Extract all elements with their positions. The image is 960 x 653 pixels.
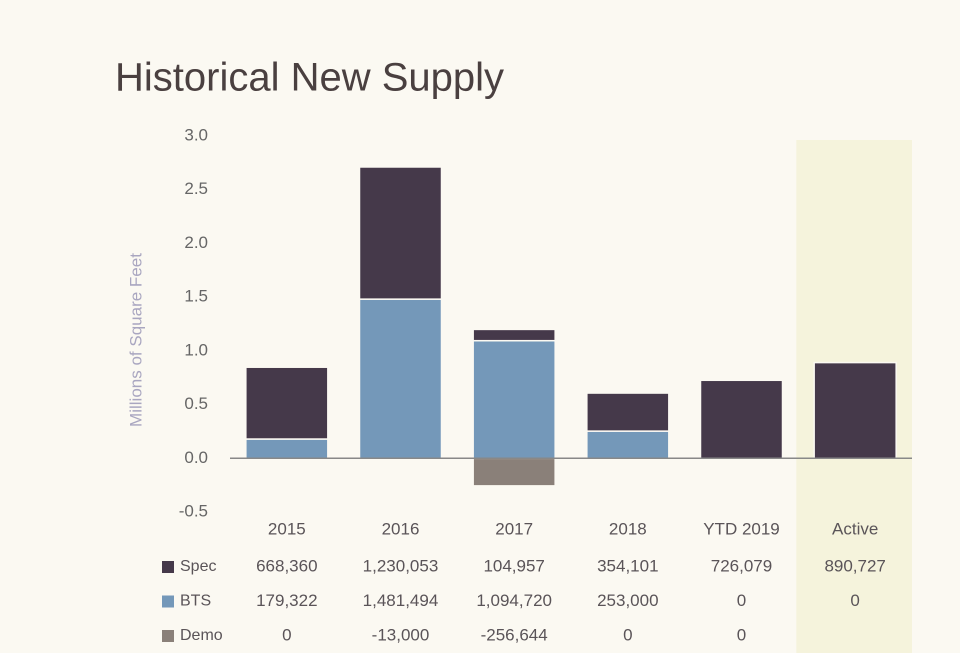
y-tick-label: -0.5 <box>179 501 208 520</box>
table-value: 890,727 <box>824 556 885 575</box>
table-value: 668,360 <box>256 556 317 575</box>
bar-segment <box>586 392 670 432</box>
y-tick-label: 1.0 <box>184 340 208 359</box>
bar-segment <box>586 430 670 460</box>
bar-segment <box>358 298 443 460</box>
y-tick-label: 3.0 <box>184 125 208 144</box>
chart-title: Historical New Supply <box>115 56 504 100</box>
y-tick-label: 1.5 <box>184 287 208 306</box>
table-value: 104,957 <box>483 556 544 575</box>
bar-segment <box>472 457 556 487</box>
x-tick-label: 2018 <box>609 519 647 538</box>
bar-segment <box>472 328 556 342</box>
legend-label: Demo <box>180 627 223 644</box>
bar-segment <box>358 166 443 300</box>
x-tick-label: 2015 <box>268 519 306 538</box>
y-tick-label: 0.0 <box>184 448 208 467</box>
table-value: 0 <box>850 591 859 610</box>
bar-segment <box>813 361 897 460</box>
table-value: 253,000 <box>597 591 658 610</box>
bar-segment <box>472 339 556 460</box>
table-value: 726,079 <box>711 556 772 575</box>
x-tick-label: YTD 2019 <box>703 519 780 538</box>
bar-segment <box>245 438 329 460</box>
x-tick-label: 2017 <box>495 519 533 538</box>
legend-swatch <box>162 595 174 608</box>
bar-segment <box>245 366 329 440</box>
legend-swatch <box>162 561 174 573</box>
legend-label: BTS <box>180 593 211 610</box>
bar-segment <box>699 379 784 460</box>
table-value: 179,322 <box>256 591 317 610</box>
table-value: 1,230,053 <box>363 556 439 575</box>
y-tick-label: 0.5 <box>184 394 208 413</box>
y-tick-label: 2.5 <box>184 179 208 198</box>
table-value: 0 <box>737 591 746 610</box>
legend-swatch <box>162 630 174 642</box>
table-value: 0 <box>282 625 291 644</box>
x-tick-label: Active <box>832 519 878 538</box>
legend-label: Spec <box>180 558 216 575</box>
table-value: 0 <box>623 625 632 644</box>
table-value: 0 <box>737 625 746 644</box>
table-value: 354,101 <box>597 556 658 575</box>
y-axis-label: Millions of Square Feet <box>126 253 145 427</box>
table-value: 1,094,720 <box>476 591 552 610</box>
table-value: -13,000 <box>372 625 430 644</box>
x-tick-label: 2016 <box>382 519 420 538</box>
y-tick-label: 2.0 <box>184 233 208 252</box>
table-value: -256,644 <box>481 625 548 644</box>
table-value: 1,481,494 <box>363 591 439 610</box>
